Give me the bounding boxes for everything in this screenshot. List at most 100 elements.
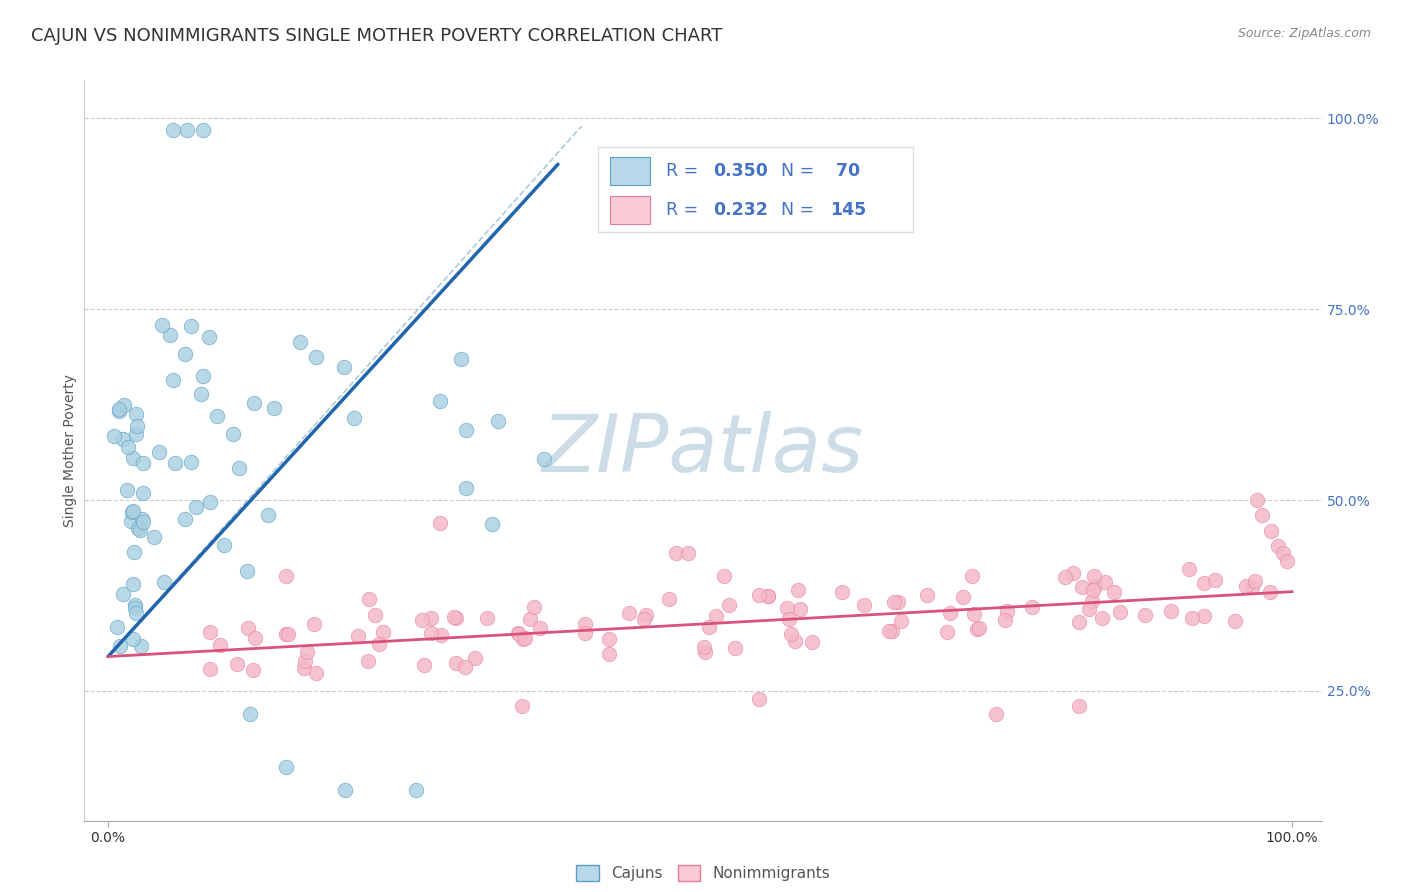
Point (890, 615, 912, 629)
Point (198, 625, 221, 640)
Point (1251, 508, 1274, 523)
Point (1062, 566, 1084, 581)
Point (783, 633, 806, 648)
Text: 0.232: 0.232 (713, 201, 768, 219)
Text: 70: 70 (831, 161, 860, 179)
Point (1083, 569, 1105, 583)
Point (176, 123, 198, 137)
Point (717, 598, 740, 612)
Point (243, 395, 266, 409)
Point (512, 632, 534, 646)
Point (1192, 609, 1215, 624)
Point (778, 612, 800, 626)
Point (111, 587, 134, 601)
Point (105, 620, 128, 634)
Point (1094, 575, 1116, 590)
Point (235, 565, 257, 579)
Point (131, 639, 153, 653)
Point (430, 628, 453, 642)
Point (420, 625, 443, 640)
Point (1054, 570, 1077, 584)
Point (1223, 614, 1246, 628)
Point (1078, 602, 1101, 616)
Point (333, 360, 356, 375)
Point (598, 648, 620, 662)
Point (665, 547, 688, 561)
Point (477, 610, 499, 624)
Point (697, 620, 720, 634)
Point (347, 629, 370, 643)
Text: 0.350: 0.350 (713, 161, 768, 179)
Point (454, 659, 477, 673)
Point (305, 666, 328, 681)
Point (103, 429, 125, 443)
Point (117, 441, 139, 455)
Point (274, 760, 297, 774)
Point (221, 427, 243, 442)
Point (124, 601, 146, 615)
Point (165, 456, 187, 470)
Point (419, 610, 441, 624)
Bar (610, 195, 650, 224)
Point (756, 589, 779, 603)
Point (801, 635, 824, 649)
Point (212, 538, 235, 552)
Point (512, 699, 534, 714)
Point (239, 706, 262, 721)
Point (198, 662, 221, 676)
Point (205, 409, 228, 423)
Point (292, 661, 315, 675)
Point (1243, 574, 1265, 588)
Bar (610, 156, 650, 185)
Point (1271, 547, 1294, 561)
Point (1067, 699, 1090, 714)
Point (704, 609, 727, 624)
Point (125, 407, 148, 421)
Point (159, 328, 181, 343)
Point (789, 601, 811, 615)
Point (456, 481, 478, 495)
Point (288, 334, 311, 349)
Point (967, 621, 990, 635)
Point (125, 427, 148, 442)
Point (343, 411, 366, 425)
Point (1071, 580, 1094, 594)
Y-axis label: Single Mother Poverty: Single Mother Poverty (63, 374, 77, 527)
Text: ZIPatlas: ZIPatlas (541, 411, 865, 490)
Point (191, 123, 214, 137)
Point (454, 423, 477, 437)
Point (1246, 493, 1268, 508)
Point (443, 610, 465, 624)
FancyBboxPatch shape (598, 147, 914, 232)
Point (127, 419, 149, 434)
Point (405, 783, 427, 797)
Point (636, 607, 658, 622)
Point (506, 626, 529, 640)
Point (939, 607, 962, 621)
Point (124, 606, 146, 620)
Point (464, 650, 486, 665)
Point (228, 461, 250, 475)
Point (122, 504, 145, 518)
Point (617, 606, 640, 620)
Point (128, 523, 150, 537)
Point (1192, 575, 1215, 590)
Point (153, 574, 176, 589)
Point (962, 569, 984, 583)
Point (676, 547, 699, 561)
Point (1081, 594, 1104, 608)
Point (180, 318, 202, 333)
Point (1135, 608, 1157, 623)
Point (1277, 554, 1299, 568)
Point (963, 607, 986, 622)
Point (1181, 611, 1204, 625)
Point (131, 512, 153, 526)
Point (776, 601, 799, 615)
Point (274, 569, 297, 583)
Point (513, 631, 536, 645)
Point (131, 486, 153, 500)
Point (533, 452, 555, 467)
Text: R =: R = (666, 161, 703, 179)
Point (1109, 605, 1132, 619)
Point (883, 595, 905, 609)
